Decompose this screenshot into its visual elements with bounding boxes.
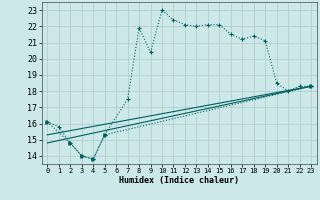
X-axis label: Humidex (Indice chaleur): Humidex (Indice chaleur) [119,176,239,185]
